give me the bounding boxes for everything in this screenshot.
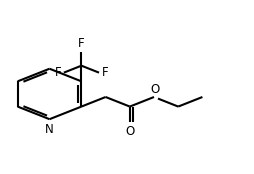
Text: F: F [78,37,85,50]
Text: O: O [125,125,134,138]
Text: F: F [55,66,61,79]
Text: F: F [102,66,108,79]
Text: N: N [45,123,54,136]
Text: O: O [151,83,160,96]
